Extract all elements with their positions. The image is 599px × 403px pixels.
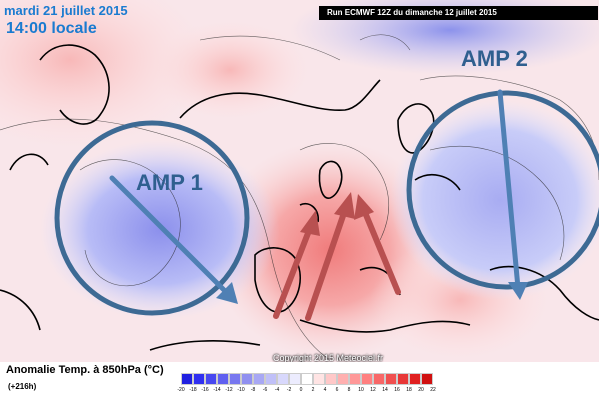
colorbar-tick-label: -12 xyxy=(225,387,233,393)
colorbar-tick-label: 8 xyxy=(347,387,351,393)
colorbar-tick-label: -18 xyxy=(189,387,197,393)
red-arrowhead-3 xyxy=(354,194,374,220)
amp1-label: AMP 1 xyxy=(136,170,203,195)
colorbar-swatch xyxy=(349,373,361,385)
colorbar-tick-label: -20 xyxy=(177,387,185,393)
forecast-time: 14:00 locale xyxy=(6,20,97,37)
colorbar-tick-label: 10 xyxy=(358,387,364,393)
warm-anomaly-northwest xyxy=(0,0,210,150)
cold-anomaly-east xyxy=(390,100,599,300)
amp1-arrowhead xyxy=(216,282,238,304)
colorbar-swatch xyxy=(277,373,289,385)
colorbar-tick-label: -8 xyxy=(250,387,256,393)
colorbar-swatch xyxy=(205,373,217,385)
colorbar-tick-label: 14 xyxy=(382,387,388,393)
colorbar-swatch xyxy=(289,373,301,385)
colorbar-tick-label: 22 xyxy=(430,387,436,393)
colorbar-tick-label: 18 xyxy=(406,387,412,393)
colorbar-tick-label: -14 xyxy=(213,387,221,393)
colorbar-tick-label: 20 xyxy=(418,387,424,393)
amp1-arrow xyxy=(109,175,233,299)
colorbar-swatch xyxy=(421,373,433,385)
colorbar-swatch xyxy=(181,373,193,385)
colorbar-tick-label: 4 xyxy=(323,387,327,393)
cold-anomaly-atlantic xyxy=(40,140,280,320)
colorbar-swatch xyxy=(193,373,205,385)
colorbar-swatch xyxy=(397,373,409,385)
colorbar-tick-label: 16 xyxy=(394,387,400,393)
colorbar-tick-label: -16 xyxy=(201,387,209,393)
colorbar-tick-label: -6 xyxy=(262,387,268,393)
colorbar-swatch xyxy=(361,373,373,385)
amp2-label: AMP 2 xyxy=(461,46,528,71)
colorbar-tick-label: -4 xyxy=(274,387,280,393)
colorbar-swatch xyxy=(301,373,313,385)
amp1-circle xyxy=(54,120,250,316)
colorbar-swatch xyxy=(229,373,241,385)
forecast-date: mardi 21 juillet 2015 xyxy=(4,3,128,18)
legend-subtitle: (+216h) xyxy=(8,382,37,391)
colorbar-swatch xyxy=(325,373,337,385)
model-run-label: Run ECMWF 12Z du dimanche 12 juillet 201… xyxy=(319,6,598,20)
red-arrows xyxy=(273,207,401,321)
colorbar-tick-label: -10 xyxy=(237,387,245,393)
amp2-arrow xyxy=(497,89,521,291)
colorbar-swatch xyxy=(337,373,349,385)
colorbar-swatch xyxy=(373,373,385,385)
amp2-circle xyxy=(406,90,599,290)
colorbar-tick-label: 12 xyxy=(370,387,376,393)
colorbar-swatch xyxy=(241,373,253,385)
copyright-text: Copyright 2015 Meteociel.fr xyxy=(273,353,384,363)
colorbar-tick-label: 0 xyxy=(299,387,303,393)
legend-title: Anomalie Temp. à 850hPa (°C) xyxy=(6,364,164,376)
colorbar-swatch xyxy=(265,373,277,385)
colorbar-swatch xyxy=(385,373,397,385)
colorbar-swatch xyxy=(253,373,265,385)
colorbar-swatch xyxy=(217,373,229,385)
colorbar-swatch xyxy=(409,373,421,385)
colorbar-tick-label: 2 xyxy=(311,387,315,393)
amp2-arrowhead xyxy=(508,282,528,300)
red-arrowhead-1 xyxy=(300,210,320,236)
colorbar-swatch xyxy=(313,373,325,385)
colorbar-tick-label: -2 xyxy=(286,387,292,393)
red-arrowhead-2 xyxy=(334,192,355,219)
warm-anomaly-north-atlantic xyxy=(150,20,310,120)
colorbar-tick-label: 6 xyxy=(335,387,339,393)
